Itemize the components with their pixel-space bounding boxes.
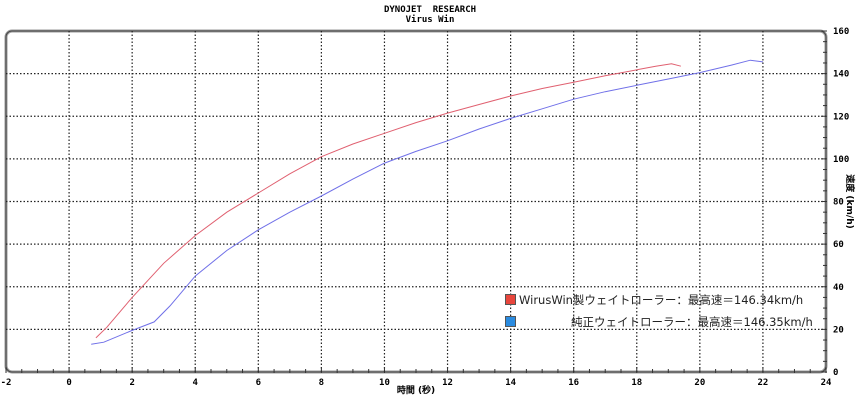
y-tick-label: 80 xyxy=(833,198,844,208)
x-tick-label: 8 xyxy=(319,378,324,388)
chart-title-block: DYNOJET RESEARCH Virus Win xyxy=(0,5,860,25)
x-tick-label: 2 xyxy=(129,378,134,388)
x-tick-label: 22 xyxy=(758,378,769,388)
y-tick-label: 20 xyxy=(833,325,844,335)
y-tick-label: 60 xyxy=(833,240,844,250)
series-line-1 xyxy=(91,59,763,345)
x-tick-label: 6 xyxy=(256,378,261,388)
x-tick-label: -2 xyxy=(1,378,12,388)
y-tick-label: 100 xyxy=(833,155,849,165)
x-axis-label: 時間 (秒) xyxy=(397,384,435,396)
y-tick-label: 40 xyxy=(833,283,844,293)
legend-item-wiruswin: WirusWin製ウェイトローラー：最高速＝146.34km/h xyxy=(505,292,803,308)
x-tick-label: 4 xyxy=(193,378,199,388)
x-tick-label: 0 xyxy=(66,378,71,388)
y-tick-label: 120 xyxy=(833,112,849,122)
y-tick-label: 0 xyxy=(833,368,838,378)
y-tick-label: 140 xyxy=(833,70,849,80)
x-tick-label: 20 xyxy=(694,378,705,388)
x-tick-label: 12 xyxy=(442,378,453,388)
legend-label: 純正ウェイトローラー：最高速＝146.35km/h xyxy=(571,315,813,329)
x-tick-label: 16 xyxy=(568,378,579,388)
chart-title: DYNOJET RESEARCH xyxy=(383,5,477,15)
legend-swatch-blue xyxy=(505,316,516,327)
y-tick-label: 160 xyxy=(833,27,849,37)
legend-item-stock: 純正ウェイトローラー：最高速＝146.35km/h xyxy=(505,314,813,330)
x-tick-label: 14 xyxy=(505,378,516,388)
x-tick-label: 18 xyxy=(631,378,642,388)
y-axis-label: 速度 (km/h) xyxy=(844,174,856,228)
series-line-0 xyxy=(95,63,682,339)
chart-subtitle: Virus Win xyxy=(405,15,455,25)
x-tick-label: 24 xyxy=(821,378,832,388)
legend-label: WirusWin製ウェイトローラー：最高速＝146.34km/h xyxy=(519,293,804,307)
x-tick-label: 10 xyxy=(379,378,390,388)
legend-swatch-red xyxy=(505,294,516,305)
